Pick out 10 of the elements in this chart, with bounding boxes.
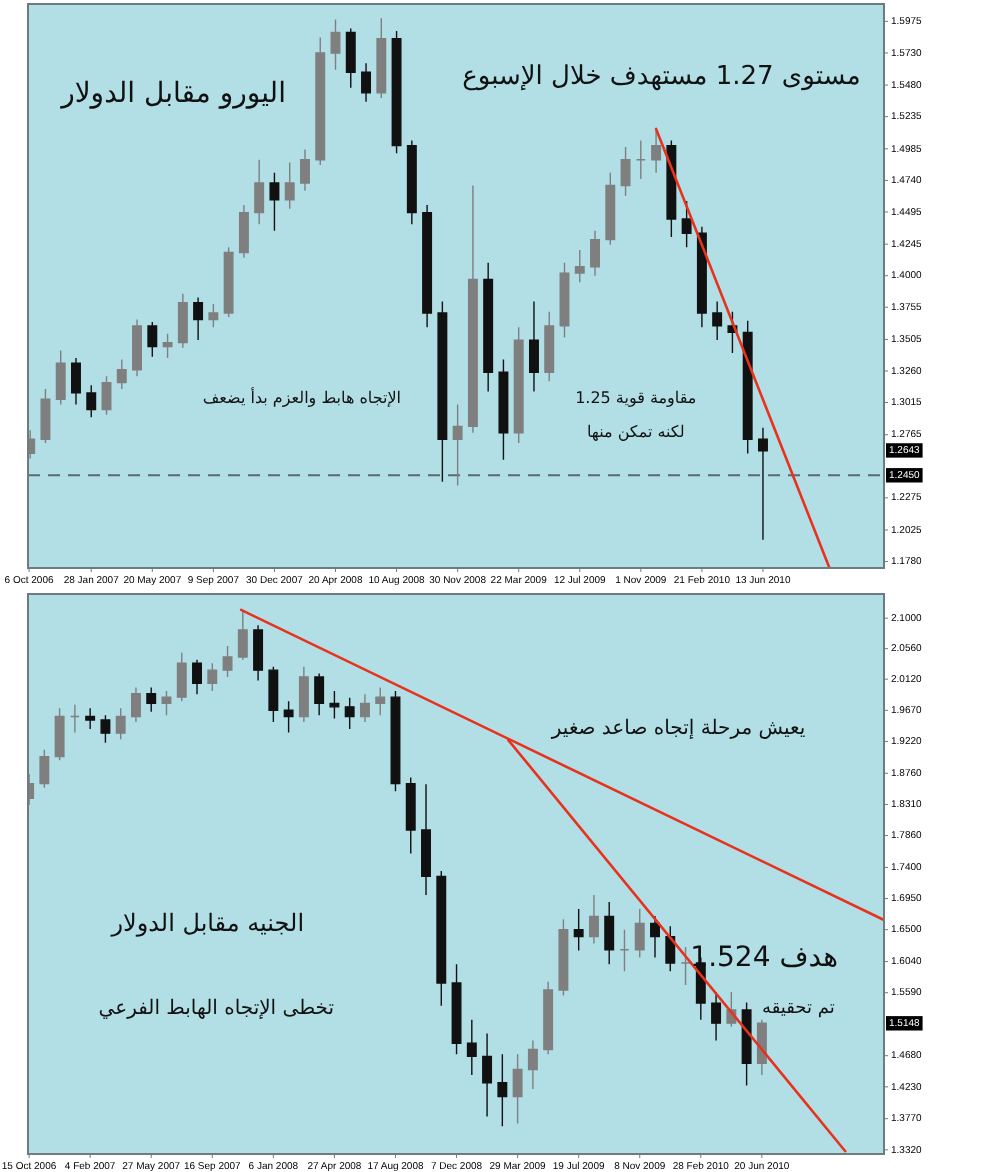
text: اليورو مقابل الدولار <box>59 77 286 110</box>
annotation: مستوى 1.27 مستهدف خلال الإسبوع <box>462 62 861 93</box>
annotation: هدف 1.524 <box>690 941 838 974</box>
annotation: تم تحقيقه <box>762 999 836 1020</box>
text: الجنيه مقابل الدولار <box>109 908 305 937</box>
annotation: تخطى الإتجاه الهابط الفرعي <box>98 997 335 1020</box>
annotation: الإتجاه هابط والعزم بدأ يضعف <box>202 387 402 408</box>
annotation: لكنه تمكن منها <box>586 423 685 442</box>
annotation: مقاومة قوية 1.25 <box>575 389 697 408</box>
annotation: يعيش مرحلة إتجاه صاعد صغير <box>549 717 806 740</box>
